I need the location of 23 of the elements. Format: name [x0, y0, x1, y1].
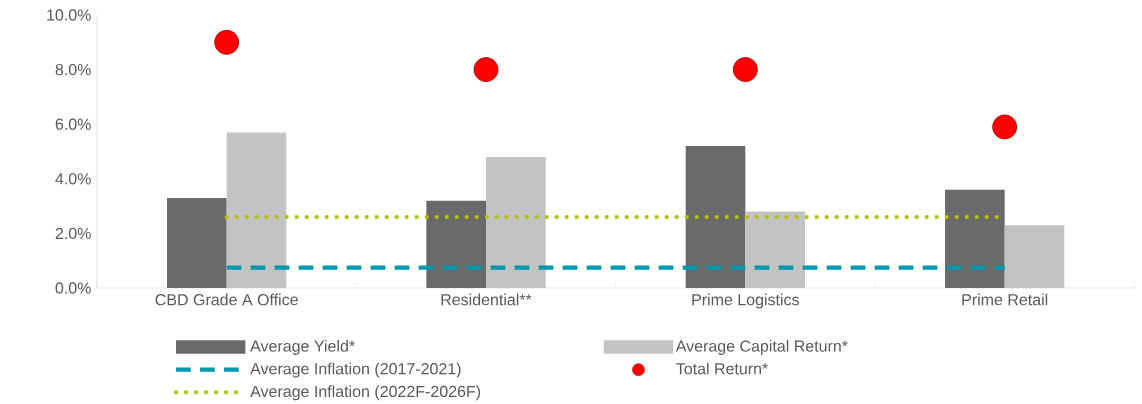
y-tick-label: 0.0% — [55, 282, 91, 294]
x-tick-label: Prime Logistics — [692, 293, 799, 309]
bar — [685, 146, 746, 288]
point — [214, 29, 240, 55]
x-tick-label: Prime Retail — [962, 293, 1048, 306]
y-tick-label: 4.0% — [55, 173, 91, 185]
y-tick-label: 8.0% — [55, 63, 91, 76]
y-tick-label: 10.0% — [47, 9, 91, 21]
point — [473, 57, 499, 82]
legend-label: Average Inflation (2022F-2026F) — [250, 385, 481, 401]
legend-label: Average Capital Return* — [675, 340, 848, 355]
point — [992, 114, 1018, 140]
legend-label: Average Inflation (2017-2021) — [250, 362, 461, 378]
bar — [167, 197, 227, 288]
legend-label: Average Yield* — [250, 340, 355, 355]
bar — [426, 200, 486, 288]
legend-label: Total Return* — [676, 362, 768, 375]
bar — [945, 189, 1005, 288]
y-tick-label: 6.0% — [55, 118, 91, 130]
point — [732, 57, 758, 82]
x-tick-label: CBD Grade A Office — [155, 293, 298, 306]
x-tick-label: Residential** — [441, 293, 532, 306]
y-tick-label: 2.0% — [55, 227, 91, 240]
